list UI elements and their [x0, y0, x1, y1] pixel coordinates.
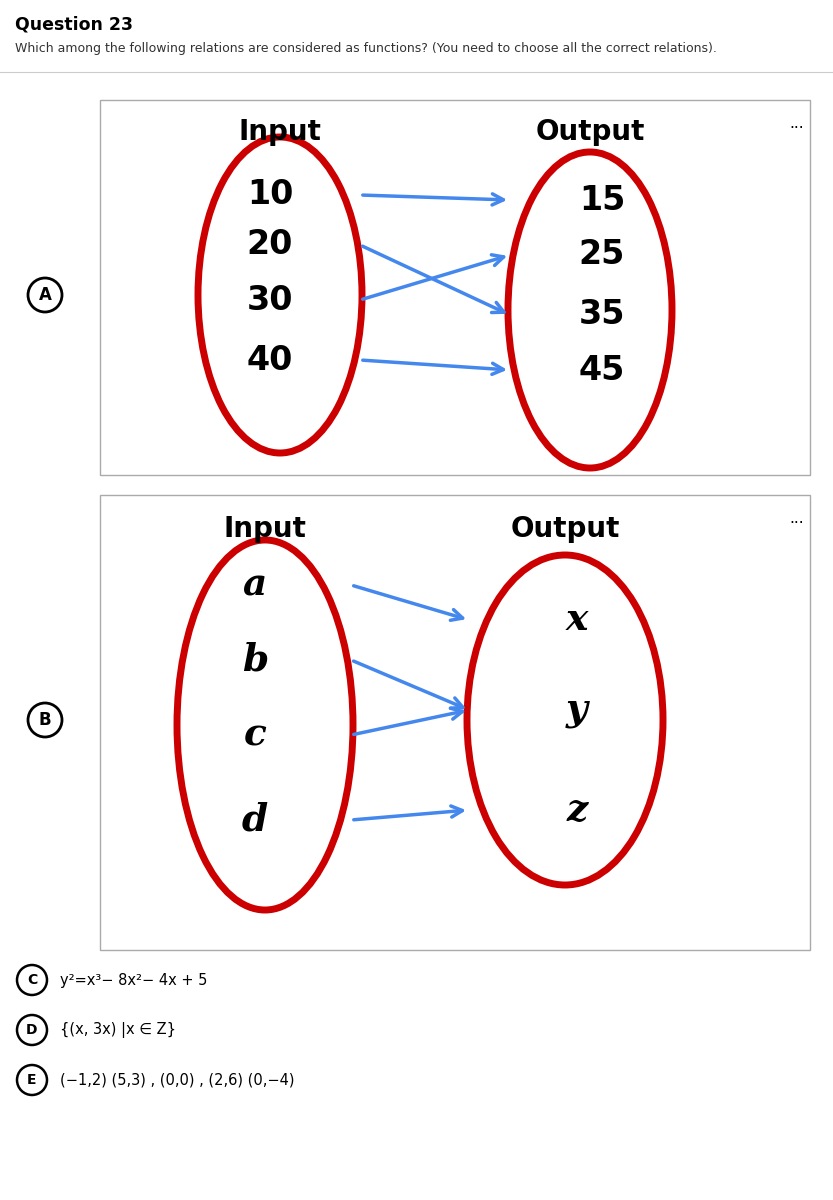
Ellipse shape [198, 137, 362, 452]
Text: z: z [566, 792, 587, 828]
Text: a: a [243, 566, 267, 604]
Text: Input: Input [223, 515, 307, 542]
Text: 40: 40 [247, 343, 293, 377]
Text: Output: Output [536, 118, 645, 146]
Ellipse shape [467, 554, 663, 886]
Text: 45: 45 [579, 354, 626, 386]
Text: (−1,2) (5,3) , (0,0) , (2,6) (0,−4): (−1,2) (5,3) , (0,0) , (2,6) (0,−4) [60, 1073, 295, 1087]
Circle shape [28, 278, 62, 312]
Text: 20: 20 [247, 228, 293, 262]
Text: y: y [566, 691, 588, 728]
Text: 35: 35 [579, 299, 626, 331]
Text: d: d [242, 802, 268, 839]
Circle shape [17, 1066, 47, 1094]
Circle shape [28, 703, 62, 737]
Text: ...: ... [790, 116, 804, 131]
Text: b: b [242, 642, 268, 678]
Ellipse shape [508, 152, 672, 468]
Text: B: B [38, 710, 52, 728]
Text: C: C [27, 973, 37, 986]
Text: {(x, 3x) |x ∈ Z}: {(x, 3x) |x ∈ Z} [60, 1022, 176, 1038]
Text: 10: 10 [247, 179, 293, 211]
Text: Input: Input [238, 118, 322, 146]
Text: Which among the following relations are considered as functions? (You need to ch: Which among the following relations are … [15, 42, 717, 55]
Text: 25: 25 [579, 239, 626, 271]
Text: x: x [566, 601, 588, 638]
Text: 30: 30 [247, 283, 293, 317]
Text: 15: 15 [579, 184, 626, 216]
Text: y²=x³− 8x²− 4x + 5: y²=x³− 8x²− 4x + 5 [60, 972, 207, 988]
Text: Question 23: Question 23 [15, 14, 133, 32]
Text: c: c [243, 716, 267, 754]
Text: A: A [38, 286, 52, 304]
Ellipse shape [177, 540, 353, 910]
FancyBboxPatch shape [100, 100, 810, 475]
Text: ...: ... [790, 511, 804, 526]
Text: E: E [27, 1073, 37, 1087]
Text: Output: Output [511, 515, 620, 542]
Circle shape [17, 965, 47, 995]
Circle shape [17, 1015, 47, 1045]
FancyBboxPatch shape [100, 494, 810, 950]
Text: D: D [27, 1022, 37, 1037]
